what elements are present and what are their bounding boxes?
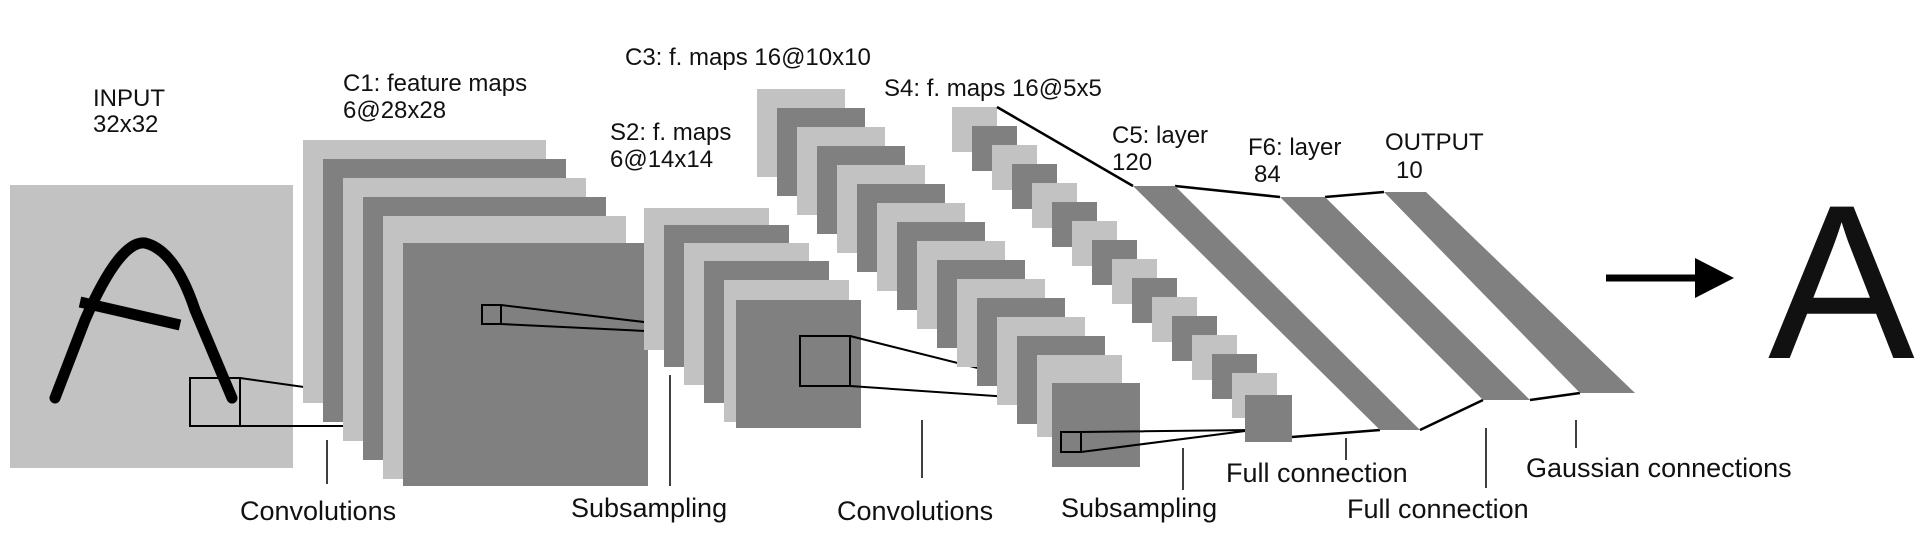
c1-label: C1: feature maps	[343, 70, 527, 97]
s2-size-label: 6@14x14	[610, 146, 713, 173]
input-layer	[10, 185, 581, 468]
s4-c5-top-line	[996, 105, 1134, 188]
result: A	[1606, 159, 1915, 405]
s4-c5-bottom-line	[1291, 428, 1381, 439]
output-label: OUTPUT	[1385, 129, 1484, 156]
s4-map	[1245, 395, 1292, 442]
input-label: INPUT	[93, 85, 165, 112]
c5-f6-top-line	[1174, 184, 1281, 199]
s2-feature-maps	[644, 208, 1126, 428]
f6-out-top-line	[1324, 190, 1385, 199]
f6-out-bottom-line	[1529, 391, 1581, 402]
input-letter-a-bar	[78, 296, 182, 331]
c1-size-label: 6@28x28	[343, 97, 446, 124]
dense-connection-lines	[996, 105, 1581, 439]
s4-label: S4: f. maps 16@5x5	[884, 75, 1102, 102]
c3-receptive-field	[1060, 431, 1082, 453]
input-receptive-field	[189, 377, 241, 427]
c5-layer-band	[1133, 186, 1420, 430]
c3-feature-maps	[757, 89, 1254, 467]
layer-labels: INPUT 32x32 C1: feature maps 6@28x28 S2:…	[93, 44, 1484, 188]
caption-subsampling-2: Subsampling	[1061, 493, 1217, 523]
caption-full-connection-1: Full connection	[1226, 458, 1408, 488]
f6-layer-band	[1280, 197, 1530, 400]
caption-gaussian-connections: Gaussian connections	[1526, 453, 1792, 483]
result-letter: A	[1768, 159, 1915, 405]
s4-feature-maps	[952, 107, 1292, 442]
operation-captions: Convolutions Subsampling Convolutions Su…	[240, 453, 1792, 526]
caption-convolutions-2: Convolutions	[837, 496, 993, 526]
c1-receptive-field	[481, 304, 502, 325]
s2-map	[736, 300, 861, 428]
c3-map	[1052, 383, 1140, 467]
dense-layers	[1133, 186, 1635, 430]
f6-size-label: 84	[1254, 161, 1281, 188]
caption-full-connection-2: Full connection	[1347, 494, 1529, 524]
c1-feature-maps	[303, 140, 771, 486]
c5-size-label: 120	[1112, 149, 1152, 176]
c3-label: C3: f. maps 16@10x10	[625, 44, 871, 71]
c1-map	[403, 243, 648, 486]
caption-convolutions-1: Convolutions	[240, 496, 396, 526]
s2-receptive-field	[799, 335, 851, 387]
input-image	[10, 185, 293, 468]
s2-label: S2: f. maps	[610, 119, 731, 146]
c5-f6-bottom-line	[1419, 398, 1484, 432]
result-arrow-icon	[1695, 258, 1734, 298]
caption-subsampling-1: Subsampling	[571, 493, 727, 523]
output-layer-band	[1384, 192, 1635, 393]
caption-ticks	[326, 375, 1577, 490]
c5-label: C5: layer	[1112, 122, 1208, 149]
output-size-label: 10	[1396, 157, 1423, 184]
f6-label: F6: layer	[1248, 134, 1341, 161]
input-letter-a-stroke	[49, 237, 238, 404]
input-size-label: 32x32	[93, 111, 158, 138]
